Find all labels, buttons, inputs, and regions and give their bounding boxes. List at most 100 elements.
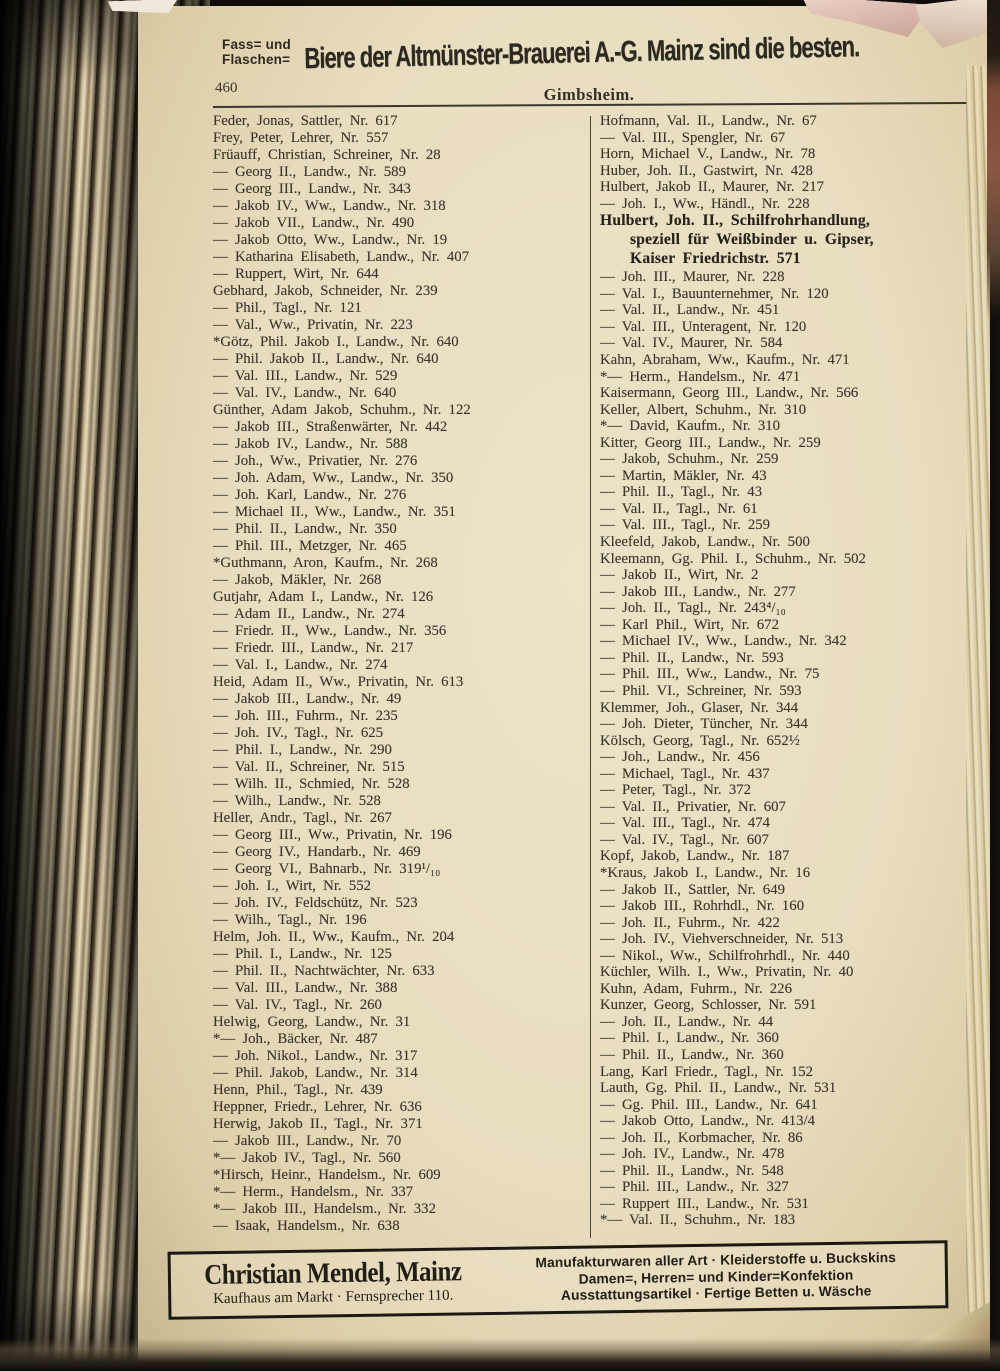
- directory-entry: — Georg III., Ww., Privatin, Nr. 196: [213, 827, 452, 843]
- directory-entry: — Nikol., Ww., Schilfrohrhdl., Nr. 440: [600, 947, 850, 964]
- directory-entry: Kitter, Georg III., Landw., Nr. 259: [600, 434, 821, 451]
- top-ad-prefix-line1: Fass= und: [222, 37, 291, 52]
- directory-entry: — Jakob IV., Landw., Nr. 588: [213, 436, 408, 452]
- printed-content: Fass= und Flaschen= Biere der Altmünster…: [138, 6, 990, 1366]
- directory-entry: Kunzer, Georg, Schlosser, Nr. 591: [600, 997, 817, 1014]
- directory-entry: speziell für Weißbinder u. Gipser,: [630, 231, 874, 249]
- directory-entry: — Phil. II., Landw., Nr. 593: [600, 649, 784, 666]
- book-spine-edge: [987, 0, 1000, 320]
- directory-entry: — Val. IV., Tagl., Nr. 607: [600, 831, 769, 848]
- directory-entry: *Guthmann, Aron, Kaufm., Nr. 268: [213, 555, 438, 571]
- directory-entry: — Peter, Tagl., Nr. 372: [600, 782, 752, 799]
- directory-entry: — Ruppert III., Landw., Nr. 531: [600, 1195, 809, 1212]
- directory-entry: Henn, Phil., Tagl., Nr. 439: [213, 1082, 383, 1098]
- directory-entry: — Wilh. II., Schmied, Nr. 528: [213, 776, 410, 792]
- directory-entry: — Joh. Karl, Landw., Nr. 276: [213, 487, 407, 503]
- directory-entry: — Phil. Jakob II., Landw., Nr. 640: [213, 351, 439, 367]
- directory-entry: — Michael, Tagl., Nr. 437: [600, 765, 770, 782]
- directory-entry: Frey, Peter, Lehrer, Nr. 557: [213, 130, 389, 146]
- directory-entry: — Val. III., Landw., Nr. 529: [213, 368, 398, 384]
- directory-entry: — Val. II., Tagl., Nr. 61: [600, 500, 758, 517]
- directory-entry: — Gg. Phil. III., Landw., Nr. 641: [600, 1096, 818, 1113]
- directory-entry: — Val. I., Bauunternehmer, Nr. 120: [600, 285, 829, 302]
- footer-ad-box: Christian Mendel, Mainz Kaufhaus am Mark…: [167, 1240, 949, 1320]
- directory-entry: — Karl Phil., Wirt, Nr. 672: [600, 616, 779, 633]
- directory-entry: Hulbert, Jakob II., Maurer, Nr. 217: [600, 179, 825, 196]
- footer-ad-left: Christian Mendel, Mainz Kaufhaus am Mark…: [171, 1254, 488, 1309]
- directory-entry: Gebhard, Jakob, Schneider, Nr. 239: [213, 283, 438, 299]
- directory-entry: Kuhn, Adam, Fuhrm., Nr. 226: [600, 980, 792, 997]
- directory-entry: Heppner, Friedr., Lehrer, Nr. 636: [213, 1099, 422, 1115]
- directory-entry: Kaisermann, Georg III., Landw., Nr. 566: [600, 385, 859, 402]
- column-divider-rule: [590, 116, 591, 1238]
- directory-entry: — Martin, Mäkler, Nr. 43: [600, 467, 767, 484]
- directory-entry: Lauth, Gg. Phil. II., Landw., Nr. 531: [600, 1080, 837, 1097]
- directory-entry: — Phil. Jakob, Landw., Nr. 314: [213, 1065, 418, 1081]
- directory-entry: Feder, Jonas, Sattler, Nr. 617: [213, 113, 398, 129]
- directory-entry: — Joh. Dieter, Tüncher, Nr. 344: [600, 716, 808, 733]
- directory-entry: Helwig, Georg, Landw., Nr. 31: [213, 1014, 411, 1030]
- directory-entry: Gutjahr, Adam I., Landw., Nr. 126: [213, 589, 434, 605]
- top-ad-prefix-line2: Flaschen=: [222, 52, 291, 67]
- directory-entry: — Val. II., Schreiner, Nr. 515: [213, 759, 405, 775]
- directory-entry: — Val., Ww., Privatin, Nr. 223: [213, 317, 413, 333]
- directory-entry: — Katharina Elisabeth, Landw., Nr. 407: [213, 249, 470, 265]
- directory-entry: *Hirsch, Heinr., Handelsm., Nr. 609: [213, 1167, 441, 1183]
- directory-entry: — Jakob VII., Landw., Nr. 490: [213, 215, 415, 231]
- directory-entry: — Joh. IV., Tagl., Nr. 625: [213, 725, 384, 741]
- directory-entry: Herwig, Jakob II., Tagl., Nr. 371: [213, 1116, 423, 1132]
- directory-entry: — Jakob III., Straßenwärter, Nr. 442: [213, 419, 448, 435]
- directory-entry: — Phil. I., Landw., Nr. 290: [213, 742, 392, 758]
- directory-entry: — Joh. I., Ww., Händl., Nr. 228: [600, 195, 810, 212]
- directory-entry: Kleefeld, Jakob, Landw., Nr. 500: [600, 534, 810, 551]
- directory-entry: — Val. III., Tagl., Nr. 474: [600, 815, 771, 832]
- directory-entry: — Wilh., Landw., Nr. 528: [213, 793, 381, 809]
- directory-entry: Kahn, Abraham, Ww., Kaufm., Nr. 471: [600, 352, 850, 369]
- directory-entry: — Val. II., Privatier, Nr. 607: [600, 798, 786, 815]
- directory-entry: — Joh. II., Fuhrm., Nr. 422: [600, 914, 780, 931]
- directory-entry: — Michael IV., Ww., Landw., Nr. 342: [600, 633, 847, 650]
- directory-entry: — Ruppert, Wirt, Nr. 644: [213, 266, 379, 282]
- footer-ad-company: Christian Mendel, Mainz: [204, 1254, 462, 1291]
- directory-entry: — Wilh., Tagl., Nr. 196: [213, 912, 367, 928]
- top-ad-prefix: Fass= und Flaschen=: [222, 37, 291, 67]
- directory-entry: — Phil. VI., Schreiner, Nr. 593: [600, 682, 802, 699]
- directory-entry: — Phil. II., Landw., Nr. 548: [600, 1162, 784, 1179]
- directory-entry: Hofmann, Val. II., Landw., Nr. 67: [600, 113, 817, 129]
- directory-entry: — Joh. IV., Landw., Nr. 478: [600, 1146, 785, 1163]
- directory-entry: Horn, Michael V., Landw., Nr. 78: [600, 146, 816, 163]
- directory-entry: — Val. IV., Landw., Nr. 640: [213, 385, 397, 401]
- directory-entry: — Joh. II., Landw., Nr. 44: [600, 1013, 774, 1030]
- directory-entry: — Joh. IV., Feldschütz, Nr. 523: [213, 895, 418, 911]
- directory-entry: — Georg VI., Bahnarb., Nr. 319¹/₁₀: [213, 861, 441, 877]
- directory-entry: *— Joh., Bäcker, Nr. 487: [213, 1031, 378, 1047]
- directory-entry: — Jakob III., Landw., Nr. 277: [600, 583, 796, 600]
- directory-entry: — Jakob Otto, Ww., Landw., Nr. 19: [213, 232, 448, 248]
- directory-entry: — Georg III., Landw., Nr. 343: [213, 181, 411, 197]
- directory-entry: — Jakob II., Wirt, Nr. 2: [600, 567, 759, 584]
- directory-entry: — Joh. III., Fuhrm., Nr. 235: [213, 708, 398, 724]
- directory-entry: — Phil. I., Landw., Nr. 125: [213, 946, 392, 962]
- directory-entry: — Friedr. III., Landw., Nr. 217: [213, 640, 414, 656]
- directory-entry: *Kraus, Jakob I., Landw., Nr. 16: [600, 864, 811, 881]
- directory-entry: — Phil. II., Tagl., Nr. 43: [600, 484, 763, 501]
- directory-entry: — Phil. II., Nachtwächter, Nr. 633: [213, 963, 435, 979]
- directory-entry: Heid, Adam II., Ww., Privatin, Nr. 613: [213, 674, 464, 690]
- directory-entry: Heller, Andr., Tagl., Nr. 267: [213, 810, 392, 826]
- directory-entry: — Joh. Nikol., Landw., Nr. 317: [213, 1048, 418, 1064]
- directory-entry: *— Herm., Handelsm., Nr. 337: [213, 1184, 414, 1200]
- directory-entry: — Adam II., Landw., Nr. 274: [213, 606, 405, 622]
- directory-entry: — Val. III., Unteragent, Nr. 120: [600, 318, 807, 335]
- directory-entry: — Joh. III., Maurer, Nr. 228: [600, 269, 785, 286]
- directory-entry: *— Jakob III., Handelsm., Nr. 332: [213, 1201, 436, 1217]
- directory-entry: Kölsch, Georg, Tagl., Nr. 652½: [600, 732, 800, 749]
- directory-entry: — Phil. III., Metzger, Nr. 465: [213, 538, 407, 554]
- directory-entry: Günther, Adam Jakob, Schuhm., Nr. 122: [213, 402, 471, 418]
- directory-entry: Kopf, Jakob, Landw., Nr. 187: [600, 848, 790, 865]
- directory-entry: Hulbert, Joh. II., Schilfrohrhandlung,: [600, 212, 870, 230]
- directory-entry: Kaiser Friedrichstr. 571: [630, 250, 801, 268]
- directory-entry: — Jakob Otto, Landw., Nr. 413/4: [600, 1113, 816, 1130]
- directory-entry: — Phil. II., Landw., Nr. 350: [213, 521, 397, 537]
- directory-entry: *— Jakob IV., Tagl., Nr. 560: [213, 1150, 401, 1166]
- directory-entry: — Val. III., Tagl., Nr. 259: [600, 517, 771, 534]
